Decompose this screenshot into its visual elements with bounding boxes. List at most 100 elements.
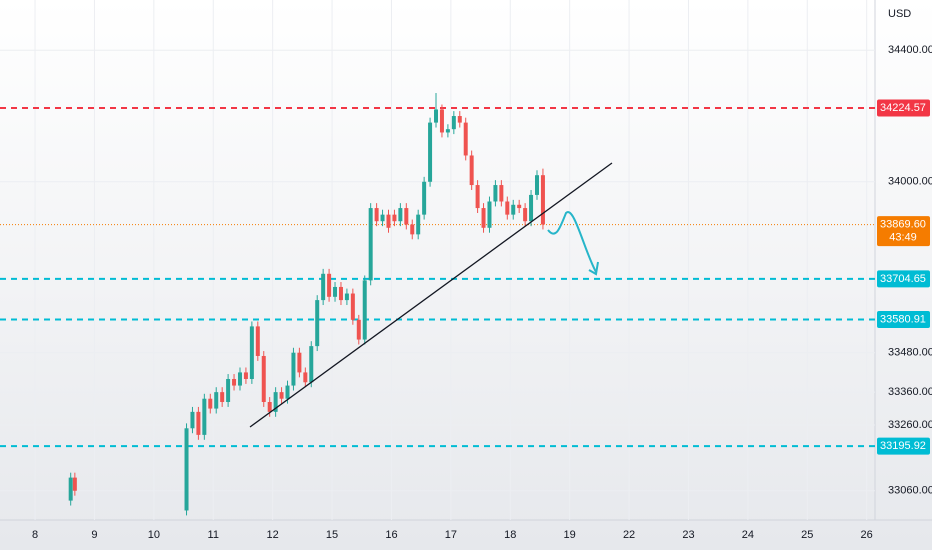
x-tick-label: 18 <box>504 529 516 541</box>
x-tick-label: 15 <box>326 529 338 541</box>
candle-body <box>220 392 225 402</box>
candle-body <box>392 214 397 222</box>
candle-body <box>291 352 296 386</box>
candle-body <box>368 208 373 281</box>
candle-body <box>190 411 195 429</box>
candle-body <box>344 293 349 301</box>
y-tick-label: 33360.00 <box>888 386 932 398</box>
candle-body <box>267 401 272 412</box>
y-tick-label: 34000.00 <box>888 176 932 188</box>
candle-body <box>505 201 510 215</box>
y-tick-label: 33480.00 <box>888 347 932 359</box>
candle-body <box>469 155 474 186</box>
candle-body <box>534 175 539 195</box>
trend-line <box>249 162 613 428</box>
candle-body <box>350 293 355 320</box>
level-label-box <box>877 270 930 288</box>
level-label: 33195.92 <box>880 440 926 452</box>
candle-body <box>202 398 207 435</box>
candle-body <box>72 477 77 491</box>
level-label-box <box>877 437 930 455</box>
arrow-head <box>588 261 599 276</box>
candle-body <box>499 185 504 202</box>
x-tick-label: 24 <box>742 529 754 541</box>
x-tick-label: 19 <box>564 529 576 541</box>
candle-body <box>481 208 486 228</box>
x-tick-label: 8 <box>32 529 38 541</box>
candle-body <box>511 204 516 215</box>
x-tick-label: 16 <box>385 529 397 541</box>
candle-body <box>226 378 231 402</box>
x-tick-label: 23 <box>682 529 694 541</box>
candle-body <box>208 398 213 409</box>
candle-body <box>243 372 248 379</box>
currency-label: USD <box>888 8 911 20</box>
candle-body <box>184 428 189 511</box>
candle-body <box>422 181 427 215</box>
level-label: 33869.60 <box>880 219 926 231</box>
candle-body <box>273 392 278 412</box>
x-tick-label: 25 <box>801 529 813 541</box>
candle-body <box>214 392 219 409</box>
y-tick-label: 34400.00 <box>888 44 932 56</box>
candle-body <box>475 185 480 209</box>
candle-body <box>380 214 385 222</box>
candle-body <box>232 378 237 386</box>
candle-body <box>487 201 492 228</box>
x-tick-label: 22 <box>623 529 635 541</box>
candle-body <box>404 208 409 225</box>
candle-body <box>374 208 379 222</box>
candle-body <box>333 286 338 297</box>
level-label: 33580.91 <box>880 313 926 325</box>
level-label: 34224.57 <box>880 102 926 114</box>
candle-body <box>303 372 308 383</box>
x-tick-label: 10 <box>148 529 160 541</box>
candle-body <box>445 129 450 133</box>
candle-body <box>237 372 242 386</box>
candle-body <box>255 326 260 356</box>
candle-body <box>463 122 468 156</box>
candle-body <box>434 109 439 123</box>
level-label-box <box>877 311 930 329</box>
candle-body <box>338 286 343 301</box>
candle-body <box>517 204 522 209</box>
y-tick-label: 33260.00 <box>888 419 932 431</box>
candle-body <box>285 385 290 399</box>
level-label: 33704.65 <box>880 273 926 285</box>
candle-body <box>523 208 528 222</box>
candle-body <box>249 326 254 379</box>
candle-body <box>540 175 545 225</box>
countdown-label: 43:49 <box>889 232 917 244</box>
level-label-box <box>877 99 930 117</box>
candle-body <box>386 214 391 228</box>
y-tick-label: 33060.00 <box>888 485 932 497</box>
candle-body <box>529 194 534 222</box>
candle-body <box>68 477 73 501</box>
candle-body <box>297 352 302 373</box>
candle-body <box>315 300 320 347</box>
candle-body <box>196 411 201 435</box>
candle-body <box>261 355 266 402</box>
candle-body <box>279 392 284 399</box>
projection-arrow <box>547 211 597 273</box>
x-tick-label: 9 <box>91 529 97 541</box>
level-label-box <box>877 216 930 247</box>
candle-body <box>309 346 314 383</box>
x-tick-label: 26 <box>861 529 873 541</box>
candle-body <box>410 224 415 235</box>
candle-body <box>451 116 456 130</box>
candle-body <box>457 116 462 123</box>
x-tick-label: 11 <box>208 529 219 541</box>
candle-body <box>356 319 361 340</box>
x-tick-label: 12 <box>267 529 279 541</box>
candle-body <box>362 280 367 340</box>
candle-body <box>321 273 326 301</box>
candle-body <box>428 122 433 182</box>
candle-body <box>398 208 403 222</box>
candle-body <box>416 214 421 235</box>
x-tick-label: 17 <box>445 529 457 541</box>
candle-body <box>327 273 332 297</box>
candle-body <box>439 109 444 133</box>
